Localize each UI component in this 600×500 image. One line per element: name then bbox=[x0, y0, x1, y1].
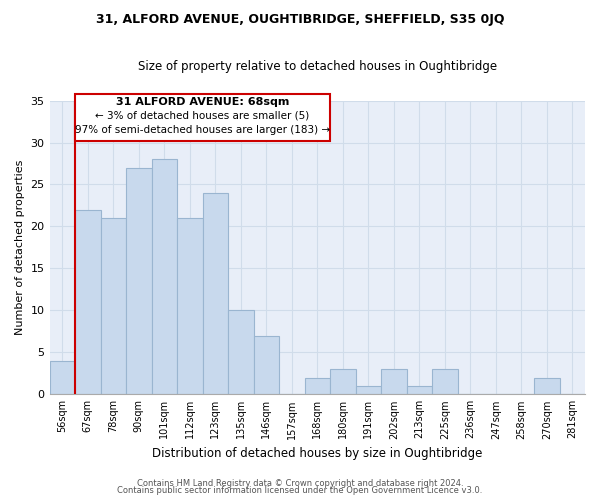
Bar bbox=[50, 360, 75, 394]
Bar bbox=[381, 369, 407, 394]
Text: 31, ALFORD AVENUE, OUGHTIBRIDGE, SHEFFIELD, S35 0JQ: 31, ALFORD AVENUE, OUGHTIBRIDGE, SHEFFIE… bbox=[96, 12, 504, 26]
Bar bbox=[75, 94, 330, 141]
Text: ← 3% of detached houses are smaller (5): ← 3% of detached houses are smaller (5) bbox=[95, 110, 310, 120]
Text: 97% of semi-detached houses are larger (183) →: 97% of semi-detached houses are larger (… bbox=[75, 125, 330, 135]
Bar bbox=[330, 369, 356, 394]
Bar bbox=[228, 310, 254, 394]
Bar bbox=[432, 369, 458, 394]
Bar bbox=[75, 210, 101, 394]
Bar bbox=[101, 218, 126, 394]
Bar bbox=[177, 218, 203, 394]
Bar bbox=[407, 386, 432, 394]
Y-axis label: Number of detached properties: Number of detached properties bbox=[15, 160, 25, 335]
Bar bbox=[203, 193, 228, 394]
Text: Contains public sector information licensed under the Open Government Licence v3: Contains public sector information licen… bbox=[118, 486, 482, 495]
Bar bbox=[534, 378, 560, 394]
Bar bbox=[356, 386, 381, 394]
Title: Size of property relative to detached houses in Oughtibridge: Size of property relative to detached ho… bbox=[138, 60, 497, 73]
Bar bbox=[126, 168, 152, 394]
Bar bbox=[254, 336, 279, 394]
Bar bbox=[305, 378, 330, 394]
Text: Contains HM Land Registry data © Crown copyright and database right 2024.: Contains HM Land Registry data © Crown c… bbox=[137, 478, 463, 488]
X-axis label: Distribution of detached houses by size in Oughtibridge: Distribution of detached houses by size … bbox=[152, 447, 482, 460]
Text: 31 ALFORD AVENUE: 68sqm: 31 ALFORD AVENUE: 68sqm bbox=[116, 97, 289, 107]
Bar bbox=[152, 160, 177, 394]
